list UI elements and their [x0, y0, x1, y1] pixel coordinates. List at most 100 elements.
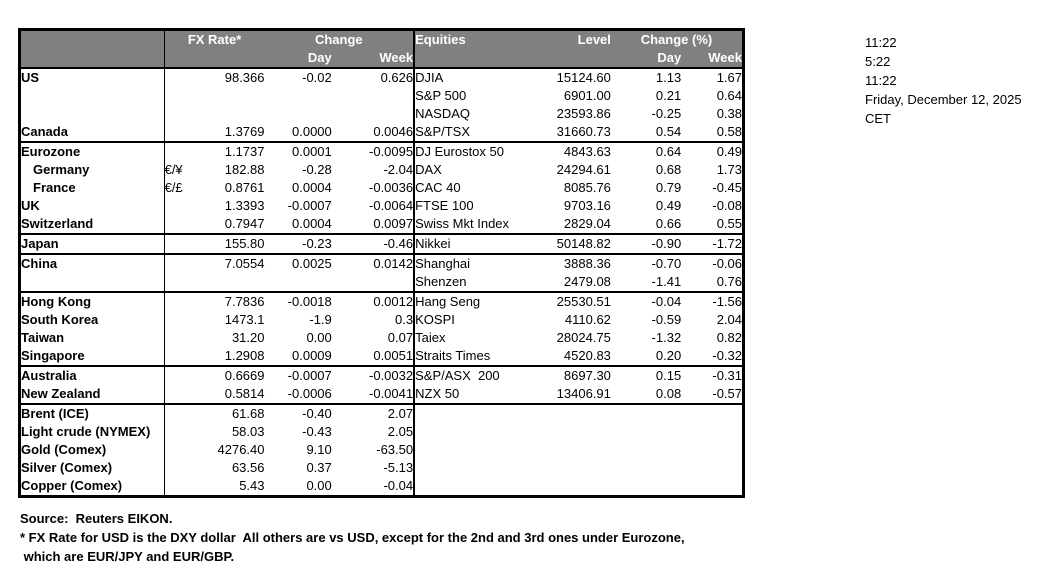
- fx-day-change-cell: [264, 273, 332, 293]
- pair-symbol-cell: [164, 87, 198, 105]
- equity-level-cell: 2479.08: [532, 273, 611, 293]
- table-row: Eurozone 1.1737 0.0001 -0.0095 DJ Eurostox 5…: [19, 142, 744, 161]
- equity-week-change-cell: -0.31: [712, 368, 742, 383]
- country-cell: France: [19, 179, 165, 197]
- equity-level-cell: 31660.73: [532, 123, 611, 143]
- header-blank-cell: [19, 29, 165, 49]
- fx-day-change-cell: -0.0018: [287, 294, 332, 309]
- equity-level-cell: 4520.83: [532, 347, 611, 367]
- equity-day-change-cell: -1.41: [610, 273, 682, 293]
- fx-day-change-cell: 9.10: [306, 442, 332, 457]
- equities-column-header: Equities: [414, 29, 533, 49]
- pair-symbol-cell: [164, 215, 199, 235]
- country-cell: Singapore: [19, 347, 165, 367]
- country-cell: US: [19, 68, 165, 87]
- table-row: NASDAQ 23593.86 -0.25 0.38: [19, 105, 744, 123]
- country-cell: Copper (Comex): [19, 477, 165, 497]
- equity-name-cell: [414, 477, 532, 497]
- pair-symbol-cell: [164, 273, 199, 293]
- country-cell: Gold (Comex): [19, 441, 165, 459]
- equity-day-change-cell: [611, 441, 681, 459]
- equity-level-cell: 8085.76: [563, 180, 611, 195]
- time-secondary: 5:22: [865, 54, 891, 69]
- equity-day-change-cell: -0.04: [651, 294, 682, 309]
- fx-rate-cell: 61.68: [231, 406, 265, 421]
- country-cell: Australia: [19, 366, 165, 385]
- equity-day-change-cell: 0.68: [655, 162, 682, 177]
- equity-day-change-cell: -1.32: [651, 330, 682, 345]
- fx-rate-cell: 31.20: [231, 330, 265, 345]
- fx-rate-cell: 1.3393: [224, 198, 265, 213]
- fx-rate-cell: 1.2908: [198, 347, 265, 367]
- fx-day-change-cell: -1.9: [309, 312, 332, 327]
- equity-name-cell: NASDAQ: [415, 106, 471, 121]
- equity-level-cell: 3888.36: [563, 256, 611, 271]
- equity-name-cell: S&P 500: [415, 88, 467, 103]
- table-row: UK 1.3393 -0.0007 -0.0064 FTSE 100 9703.16 0.4…: [19, 197, 744, 215]
- equity-name-cell: DAX: [415, 162, 442, 177]
- table-row: Australia 0.6669 -0.0007 -0.0032 S&P/ASX 200…: [19, 366, 744, 385]
- equity-name-cell: Straits Times: [414, 347, 533, 367]
- country-cell: Silver (Comex): [19, 459, 165, 477]
- equity-name-cell: Shanghai: [415, 256, 471, 271]
- equity-day-change-cell: 1.13: [655, 70, 682, 85]
- country-cell: Hong Kong: [19, 292, 165, 311]
- pair-symbol-cell: [164, 142, 198, 161]
- equity-name-cell: NZX 50: [414, 385, 533, 405]
- fx-week-change-cell: 0.07: [331, 329, 416, 347]
- table-row: China 7.0554 0.0025 0.0142 Shanghai 3888.36 -0…: [19, 254, 744, 273]
- fx-day-change-cell: 0.37: [306, 460, 332, 475]
- equity-level-cell: 8697.30: [563, 368, 611, 383]
- fx-day-change-cell: 0.0025: [292, 256, 332, 271]
- fx-rate-cell: 0.6669: [224, 368, 265, 383]
- equity-day-change-cell: 0.66: [610, 215, 682, 235]
- change-column-header: Change: [264, 29, 416, 49]
- fx-day-change-cell: -0.0006: [264, 385, 332, 405]
- fx-day-change-cell: -0.43: [302, 424, 332, 439]
- equity-day-change-cell: [611, 459, 681, 477]
- equity-level-cell: [533, 477, 611, 497]
- fx-day-change-cell: 0.0001: [292, 144, 332, 159]
- header-blank-cell: [532, 49, 611, 69]
- market-table-body: US 98.366 -0.02 0.626 DJIA 15124.60 1.13 1.67 S&…: [19, 68, 744, 497]
- equity-week-change-cell: 1.73: [716, 162, 742, 177]
- equity-name-cell: Nikkei: [414, 234, 533, 255]
- fx-day-change-cell: 0.0004: [292, 180, 332, 195]
- equity-level-cell: 50148.82: [532, 234, 611, 255]
- timestamp-block: 11:22 5:22 11:22 Friday, December 12, 20…: [865, 33, 1022, 128]
- header-row-2: Day Week Day Week: [19, 49, 744, 69]
- equity-day-change-cell: -0.25: [651, 106, 682, 121]
- pair-symbol-cell: [164, 254, 198, 273]
- fx-rate-cell: 0.5814: [198, 385, 265, 405]
- equity-week-change-cell: -0.32: [681, 347, 744, 367]
- footnote-block: Source: Reuters EIKON. * FX Rate for USD…: [20, 509, 685, 566]
- fx-rate-column-header: FX Rate*: [164, 29, 265, 49]
- pair-symbol-cell: [164, 68, 198, 87]
- fx-rate-cell: 182.88: [224, 162, 265, 177]
- table-header: FX Rate* Change Equities Level Change (%…: [19, 29, 744, 69]
- fx-rate-cell: 63.56: [231, 460, 265, 475]
- level-column-header: Level: [532, 29, 611, 49]
- fx-week-change-cell: 0.0046: [331, 123, 416, 143]
- equity-week-change-cell: 0.82: [716, 330, 742, 345]
- fx-rate-cell: 4276.40: [217, 442, 265, 457]
- fx-week-change-cell: -0.0036: [331, 179, 416, 197]
- equity-week-change-cell: -1.72: [681, 234, 744, 255]
- equity-day-change-cell: -0.59: [651, 312, 682, 327]
- header-row-1: FX Rate* Change Equities Level Change (%…: [19, 29, 744, 49]
- table-row: Hong Kong 7.7836 -0.0018 0.0012 Hang Seng 255…: [19, 292, 744, 311]
- equity-level-cell: [533, 404, 611, 423]
- equity-level-cell: 13406.91: [532, 385, 611, 405]
- fx-week-change-cell: 0.0051: [331, 347, 416, 367]
- equity-day-change-cell: 0.21: [655, 88, 682, 103]
- fx-week-change-cell: -5.13: [331, 459, 416, 477]
- pair-symbol-cell: [164, 441, 198, 459]
- fx-week-change-cell: -2.04: [331, 161, 416, 179]
- equity-name-cell: FTSE 100: [415, 198, 474, 213]
- equity-name-cell: [414, 441, 532, 459]
- table-row: US 98.366 -0.02 0.626 DJIA 15124.60 1.13 1.67: [19, 68, 744, 87]
- fx-week-change-cell: [331, 87, 416, 105]
- fx-week-change-cell: 0.0097: [331, 215, 416, 235]
- equity-day-change-cell: [611, 423, 681, 441]
- country-cell: Brent (ICE): [19, 404, 165, 423]
